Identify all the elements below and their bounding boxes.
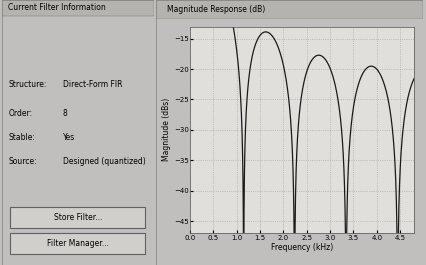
FancyBboxPatch shape: [11, 233, 145, 254]
Text: Current Filter Information: Current Filter Information: [8, 3, 106, 12]
Text: Magnitude Response (dB): Magnitude Response (dB): [166, 5, 264, 14]
X-axis label: Frequency (kHz): Frequency (kHz): [271, 243, 332, 252]
Text: Direct-Form FIR: Direct-Form FIR: [63, 80, 122, 89]
Text: Stable:: Stable:: [8, 133, 35, 142]
Text: Structure:: Structure:: [8, 80, 46, 89]
FancyBboxPatch shape: [2, 0, 153, 16]
FancyBboxPatch shape: [11, 207, 145, 228]
Text: Designed (quantized): Designed (quantized): [63, 157, 145, 166]
Y-axis label: Magnitude (dBs): Magnitude (dBs): [161, 98, 170, 161]
FancyBboxPatch shape: [155, 0, 422, 19]
Text: Filter Manager...: Filter Manager...: [47, 239, 109, 248]
Text: 8: 8: [63, 109, 67, 118]
Text: Source:: Source:: [8, 157, 37, 166]
Text: Order:: Order:: [8, 109, 32, 118]
Text: Store Filter...: Store Filter...: [54, 213, 102, 222]
Text: Yes: Yes: [63, 133, 75, 142]
